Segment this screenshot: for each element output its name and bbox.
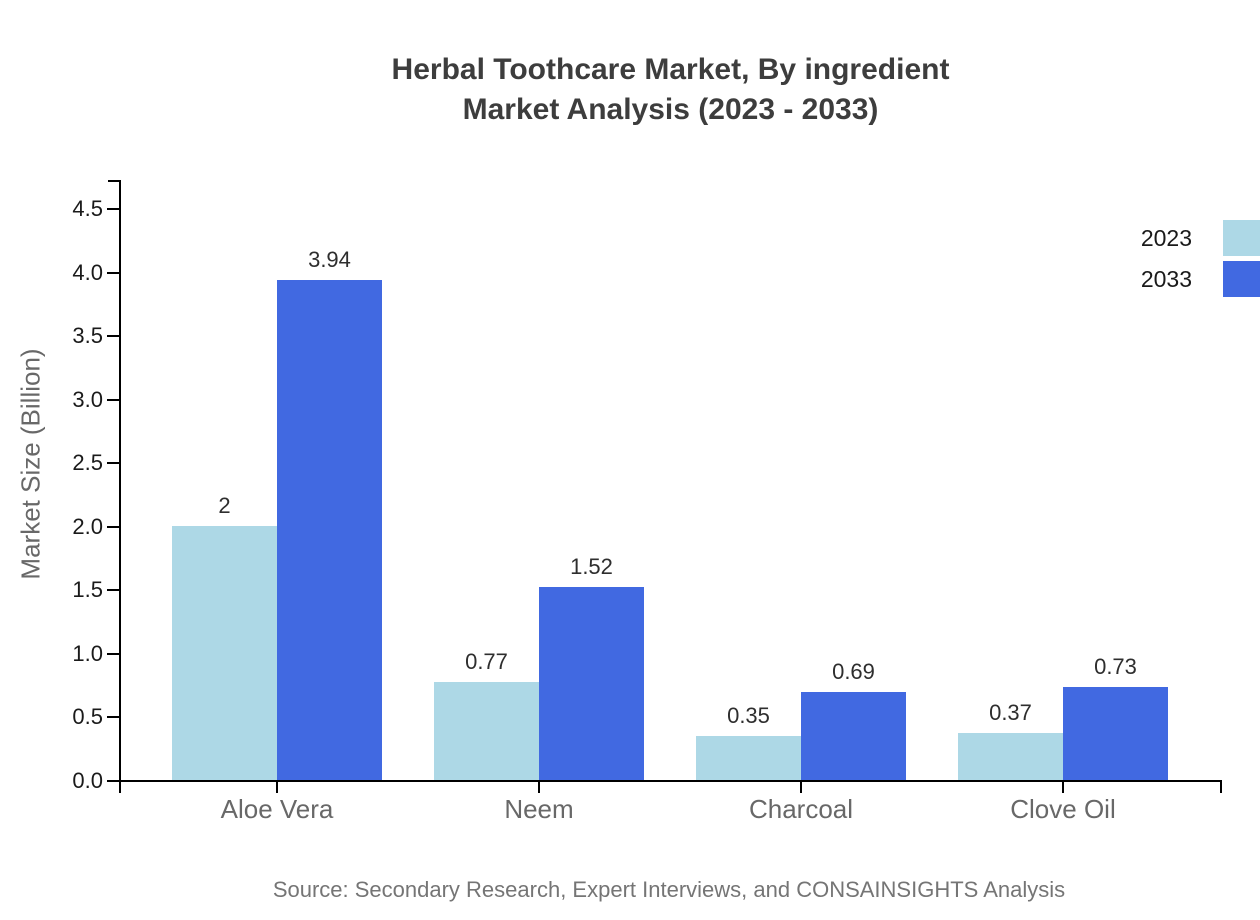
x-category-label: Clove Oil — [1010, 794, 1116, 824]
bar-value-label: 0.69 — [832, 659, 875, 684]
legend-swatch — [1223, 220, 1260, 256]
bar-2023-charcoal — [696, 736, 801, 780]
y-tick-mark — [107, 208, 119, 210]
legend-label: 2023 — [1140, 224, 1192, 251]
x-tick-mark — [1062, 782, 1064, 793]
y-tick-label: 0.0 — [72, 768, 103, 793]
bar-value-label: 0.77 — [465, 649, 508, 674]
y-tick-mark — [107, 780, 119, 782]
y-tick-mark — [107, 335, 119, 337]
y-tick-label: 3.0 — [72, 387, 103, 412]
y-tick-label: 4.5 — [72, 196, 103, 221]
y-axis-line — [119, 180, 121, 793]
bar-value-label: 1.52 — [570, 554, 613, 579]
y-tick-label: 2.5 — [72, 450, 103, 475]
chart-title-line2: Market Analysis (2023 - 2033) — [462, 93, 879, 126]
chart-title: Herbal Toothcare Market, By ingredient M… — [81, 50, 1260, 130]
y-tick-mark — [107, 399, 119, 401]
x-tick-mark — [276, 782, 278, 793]
bar-value-label: 0.37 — [989, 700, 1032, 725]
y-tick-label: 4.0 — [72, 260, 103, 285]
y-tick-label: 1.0 — [72, 641, 103, 666]
legend-item-2023: 2023 — [1100, 220, 1260, 256]
y-tick-label: 0.5 — [72, 704, 103, 729]
bar-value-label: 0.73 — [1094, 654, 1137, 679]
x-axis-end-cap — [1220, 780, 1222, 793]
y-tick-mark — [107, 716, 119, 718]
bar-2023-aloe-vera — [172, 526, 277, 780]
y-axis-end-cap — [108, 180, 121, 182]
bar-value-label: 2 — [218, 493, 231, 518]
x-tick-mark — [800, 782, 802, 793]
legend-swatch — [1223, 261, 1260, 297]
source-note: Source: Secondary Research, Expert Inter… — [272, 877, 1066, 902]
bar-2033-charcoal — [801, 692, 906, 780]
y-tick-label: 3.5 — [72, 323, 103, 348]
chart-title-line1: Herbal Toothcare Market, By ingredient — [391, 53, 950, 86]
x-tick-mark — [538, 782, 540, 793]
legend-label: 2033 — [1140, 265, 1192, 292]
y-tick-mark — [107, 589, 119, 591]
bar-2033-clove-oil — [1063, 687, 1168, 780]
bar-2033-aloe-vera — [277, 280, 382, 780]
x-axis-line — [119, 780, 1222, 782]
y-tick-mark — [107, 526, 119, 528]
y-tick-mark — [107, 272, 119, 274]
y-tick-mark — [107, 653, 119, 655]
bar-2023-clove-oil — [958, 733, 1063, 780]
y-tick-mark — [107, 462, 119, 464]
x-category-label: Aloe Vera — [220, 794, 334, 824]
bar-value-label: 3.94 — [308, 247, 351, 272]
bar-2033-neem — [539, 587, 644, 780]
bar-2023-neem — [434, 682, 539, 780]
y-tick-label: 1.5 — [72, 577, 103, 602]
x-category-label: Neem — [504, 794, 574, 824]
y-tick-label: 2.0 — [72, 514, 103, 539]
x-category-label: Charcoal — [748, 794, 854, 824]
bar-value-label: 0.35 — [727, 703, 770, 728]
legend-item-2033: 2033 — [1100, 261, 1260, 297]
